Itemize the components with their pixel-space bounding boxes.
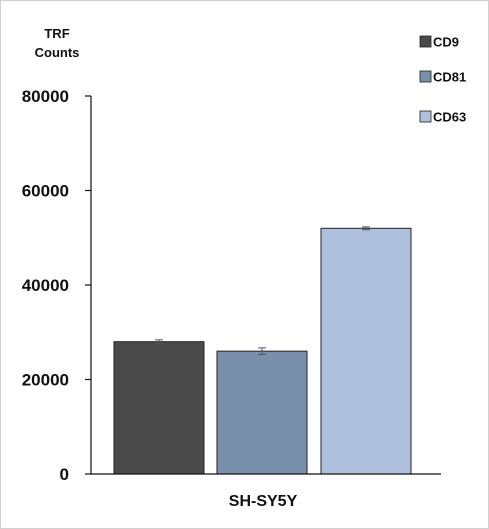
bar-cd9 [113, 341, 205, 475]
legend-swatch-cd81 [419, 70, 432, 83]
legend-label-cd81: CD81 [433, 70, 466, 85]
y-axis-label-line-2: Counts [35, 45, 80, 60]
y-axis: 0 20000 40000 60000 80000 [22, 87, 92, 484]
error-bar-cd63 [362, 226, 370, 231]
y-axis-label-line-1: TRF [44, 26, 69, 41]
bars [113, 227, 412, 475]
legend-swatch-cd9 [419, 35, 432, 48]
bar-cd81 [216, 350, 308, 475]
bar-cd63 [320, 227, 412, 475]
error-bar-cd81 [258, 347, 266, 355]
y-tick-label: 60000 [22, 182, 69, 201]
y-tick-label: 0 [60, 465, 69, 484]
legend-label-cd9: CD9 [433, 35, 459, 50]
y-tick-label: 20000 [22, 371, 69, 390]
legend: CD9 CD81 CD63 [419, 35, 466, 125]
error-bars [155, 226, 370, 355]
y-tick-label: 40000 [22, 276, 69, 295]
x-axis-category-label: SH-SY5Y [229, 493, 298, 510]
error-bar-cd9 [155, 339, 163, 345]
legend-swatch-cd63 [419, 110, 432, 123]
legend-label-cd63: CD63 [433, 110, 466, 125]
y-tick-label: 80000 [22, 87, 69, 106]
